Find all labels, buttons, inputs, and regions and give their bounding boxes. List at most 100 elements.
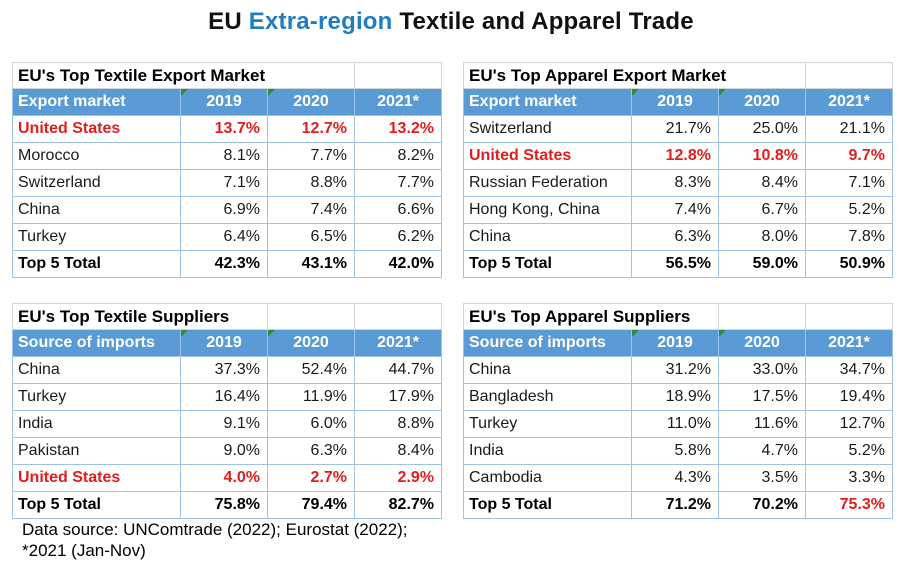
column-header-2019: 2019 (180, 88, 268, 116)
table-row: Hong Kong, China 7.4% 6.7% 5.2% (463, 196, 893, 224)
data-source-line-2: *2021 (Jan-Nov) (22, 541, 146, 560)
cell-value: 8.4% (354, 437, 443, 465)
row-label: Turkey (12, 383, 181, 411)
cell-value: 2.7% (267, 464, 356, 492)
table-row: China 37.3% 52.4% 44.7% (12, 356, 443, 384)
cell-value: 6.2% (354, 223, 443, 251)
cell-value: 7.4% (631, 196, 719, 224)
cell-value: 37.3% (179, 356, 269, 384)
cell-value: 9.7% (805, 142, 893, 170)
column-header-2019: 2019 (631, 329, 719, 357)
row-label: Top 5 Total (463, 250, 632, 278)
cell-value: 11.9% (267, 383, 356, 411)
column-header-label: Export market (463, 88, 632, 116)
cell-value: 42.3% (180, 250, 268, 278)
cell-value: 7.8% (805, 223, 893, 251)
empty-cell (718, 303, 806, 330)
column-header-2020: 2020 (266, 88, 356, 116)
row-label: Switzerland (12, 169, 181, 197)
column-header-label: Export market (12, 88, 181, 116)
green-flag-icon (181, 89, 188, 96)
cell-value: 3.3% (805, 464, 893, 492)
cell-value: 12.8% (631, 142, 719, 170)
row-label: United States (12, 464, 181, 492)
empty-cell (354, 303, 443, 330)
cell-value: 7.1% (805, 169, 893, 197)
cell-value: 59.0% (718, 250, 806, 278)
cell-value: 7.7% (354, 169, 443, 197)
row-label: Turkey (463, 410, 632, 438)
cell-value: 13.7% (180, 115, 268, 143)
cell-value: 4.0% (179, 464, 269, 492)
cell-value: 2.9% (354, 464, 443, 492)
cell-value: 79.4% (267, 491, 356, 519)
column-header-text: 2020 (744, 93, 780, 110)
cell-value: 8.1% (180, 142, 268, 170)
cell-value: 75.3% (805, 491, 893, 519)
green-flag-icon (632, 330, 639, 337)
cell-value: 33.0% (718, 356, 806, 384)
row-label: Cambodia (463, 464, 632, 492)
cell-value: 6.3% (631, 223, 719, 251)
table-total-row: Top 5 Total 71.2% 70.2% 75.3% (463, 491, 893, 519)
cell-value: 82.7% (354, 491, 443, 519)
cell-value: 16.4% (179, 383, 269, 411)
table-row: Bangladesh 18.9% 17.5% 19.4% (463, 383, 893, 411)
table-row: Russian Federation 8.3% 8.4% 7.1% (463, 169, 893, 197)
table-title: EU's Top Apparel Export Market (463, 62, 806, 89)
column-header-text: 2020 (293, 334, 329, 351)
cell-value: 21.7% (631, 115, 719, 143)
table-title-row: EU's Top Textile Export Market (11, 62, 443, 89)
cell-value: 8.2% (354, 142, 443, 170)
cell-value: 13.2% (354, 115, 443, 143)
table-title-row: EU's Top Apparel Suppliers (463, 303, 893, 330)
row-label: Top 5 Total (12, 250, 181, 278)
empty-cell (267, 303, 356, 330)
row-label: United States (12, 115, 181, 143)
table-header-row: Source of imports 2019 2020 2021* (12, 329, 443, 357)
cell-value: 31.2% (631, 356, 719, 384)
table-total-row: Top 5 Total 42.3% 43.1% 42.0% (12, 250, 443, 278)
green-flag-icon (268, 330, 276, 337)
row-label: Top 5 Total (12, 491, 181, 519)
cell-value: 10.8% (718, 142, 806, 170)
row-label: China (12, 196, 181, 224)
green-flag-icon (719, 89, 726, 96)
table-title: EU's Top Textile Suppliers (11, 303, 269, 330)
cell-value: 5.8% (631, 437, 719, 465)
cell-value: 5.2% (805, 437, 893, 465)
cell-value: 19.4% (805, 383, 893, 411)
table-row: Morocco 8.1% 7.7% 8.2% (12, 142, 443, 170)
row-label: Switzerland (463, 115, 632, 143)
column-header-text: 2019 (657, 93, 693, 110)
table-row: China 6.9% 7.4% 6.6% (12, 196, 443, 224)
table-title-row: EU's Top Textile Suppliers (11, 303, 443, 330)
column-header-2021: 2021* (354, 329, 443, 357)
cell-value: 12.7% (266, 115, 356, 143)
cell-value: 7.7% (266, 142, 356, 170)
cell-value: 7.1% (180, 169, 268, 197)
row-label: India (463, 437, 632, 465)
table-textile-export-market: EU's Top Textile Export Market Export ma… (11, 62, 443, 278)
empty-cell (805, 303, 893, 330)
table-row: China 31.2% 33.0% 34.7% (463, 356, 893, 384)
row-label: Pakistan (12, 437, 181, 465)
column-header-text: 2019 (206, 334, 242, 351)
column-header-text: 2020 (744, 334, 780, 351)
cell-value: 17.9% (354, 383, 443, 411)
table-row: Switzerland 7.1% 8.8% 7.7% (12, 169, 443, 197)
table-total-row: Top 5 Total 56.5% 59.0% 50.9% (463, 250, 893, 278)
cell-value: 6.5% (266, 223, 356, 251)
table-total-row: Top 5 Total 75.8% 79.4% 82.7% (12, 491, 443, 519)
cell-value: 50.9% (805, 250, 893, 278)
cell-value: 6.9% (180, 196, 268, 224)
page-title-prefix: EU (208, 8, 249, 35)
cell-value: 75.8% (179, 491, 269, 519)
cell-value: 11.0% (631, 410, 719, 438)
table-row: China 6.3% 8.0% 7.8% (463, 223, 893, 251)
row-label: China (12, 356, 181, 384)
row-label: United States (463, 142, 632, 170)
cell-value: 8.3% (631, 169, 719, 197)
cell-value: 34.7% (805, 356, 893, 384)
table-row: United States 12.8% 10.8% 9.7% (463, 142, 893, 170)
